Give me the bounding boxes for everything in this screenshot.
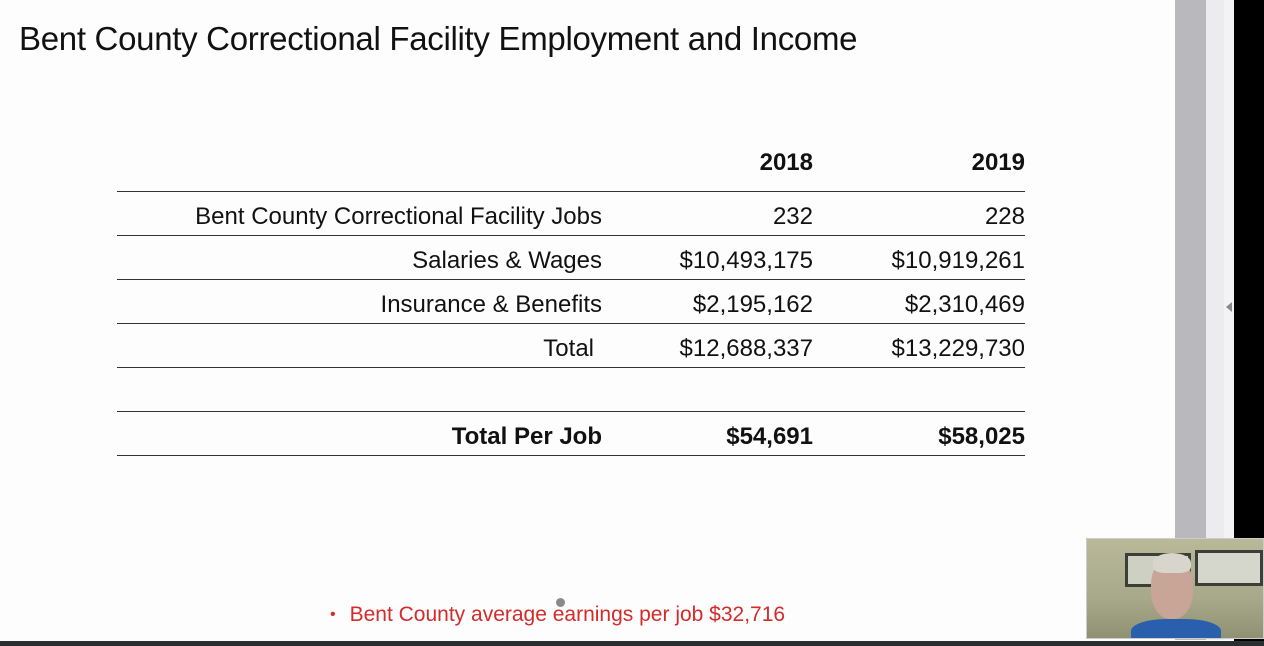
taskbar-edge xyxy=(0,641,1264,646)
side-panel-edge xyxy=(1206,0,1224,640)
table-row-total-per-job: Total Per Job $54,691 $58,025 xyxy=(117,412,1025,456)
cell-2018: 232 xyxy=(772,203,813,230)
employment-income-table: 2018 2019 Bent County Correctional Facil… xyxy=(117,140,1025,456)
row-label: Total xyxy=(543,335,594,362)
scrollbar-track[interactable] xyxy=(1175,0,1206,640)
cell-2018: $12,688,337 xyxy=(679,335,813,362)
bullet-note: • Bent County average earnings per job $3… xyxy=(330,603,785,627)
cell-2019: $10,919,261 xyxy=(891,247,1025,274)
header-2019: 2019 xyxy=(971,149,1025,176)
wall-picture xyxy=(1195,550,1263,586)
table-header-row: 2018 2019 xyxy=(117,140,1025,192)
bullet-icon: • xyxy=(330,606,336,623)
table-row: Total $12,688,337 $13,229,730 xyxy=(117,324,1025,368)
row-label: Salaries & Wages xyxy=(412,247,602,274)
laser-pointer-icon xyxy=(556,598,565,607)
table-row-empty xyxy=(117,368,1025,412)
cell-2019: $13,229,730 xyxy=(891,335,1025,362)
cell-2019: 228 xyxy=(984,203,1025,230)
triangle-left-icon[interactable] xyxy=(1226,302,1232,312)
side-panel-toggle[interactable] xyxy=(1224,0,1234,640)
table-row: Salaries & Wages $10,493,175 $10,919,261 xyxy=(117,236,1025,280)
cell-2018: $2,195,162 xyxy=(692,291,813,318)
cell-2018: $10,493,175 xyxy=(679,247,813,274)
row-label: Bent County Correctional Facility Jobs xyxy=(195,203,602,230)
cell-2019: $2,310,469 xyxy=(904,291,1025,318)
bullet-text: Bent County average earnings per job $32… xyxy=(349,603,786,626)
cell-2019: $58,025 xyxy=(938,423,1025,450)
row-label: Total Per Job xyxy=(451,423,602,450)
slide-title: Bent County Correctional Facility Employ… xyxy=(19,20,858,57)
table-row: Bent County Correctional Facility Jobs 2… xyxy=(117,192,1025,236)
presenter-webcam-video[interactable] xyxy=(1086,538,1264,639)
row-label: Insurance & Benefits xyxy=(380,291,602,318)
table-row: Insurance & Benefits $2,195,162 $2,310,4… xyxy=(117,280,1025,324)
cell-2018: $54,691 xyxy=(726,423,813,450)
header-2018: 2018 xyxy=(759,149,813,176)
presenter-hair xyxy=(1153,553,1191,573)
presenter-shirt xyxy=(1131,619,1221,638)
